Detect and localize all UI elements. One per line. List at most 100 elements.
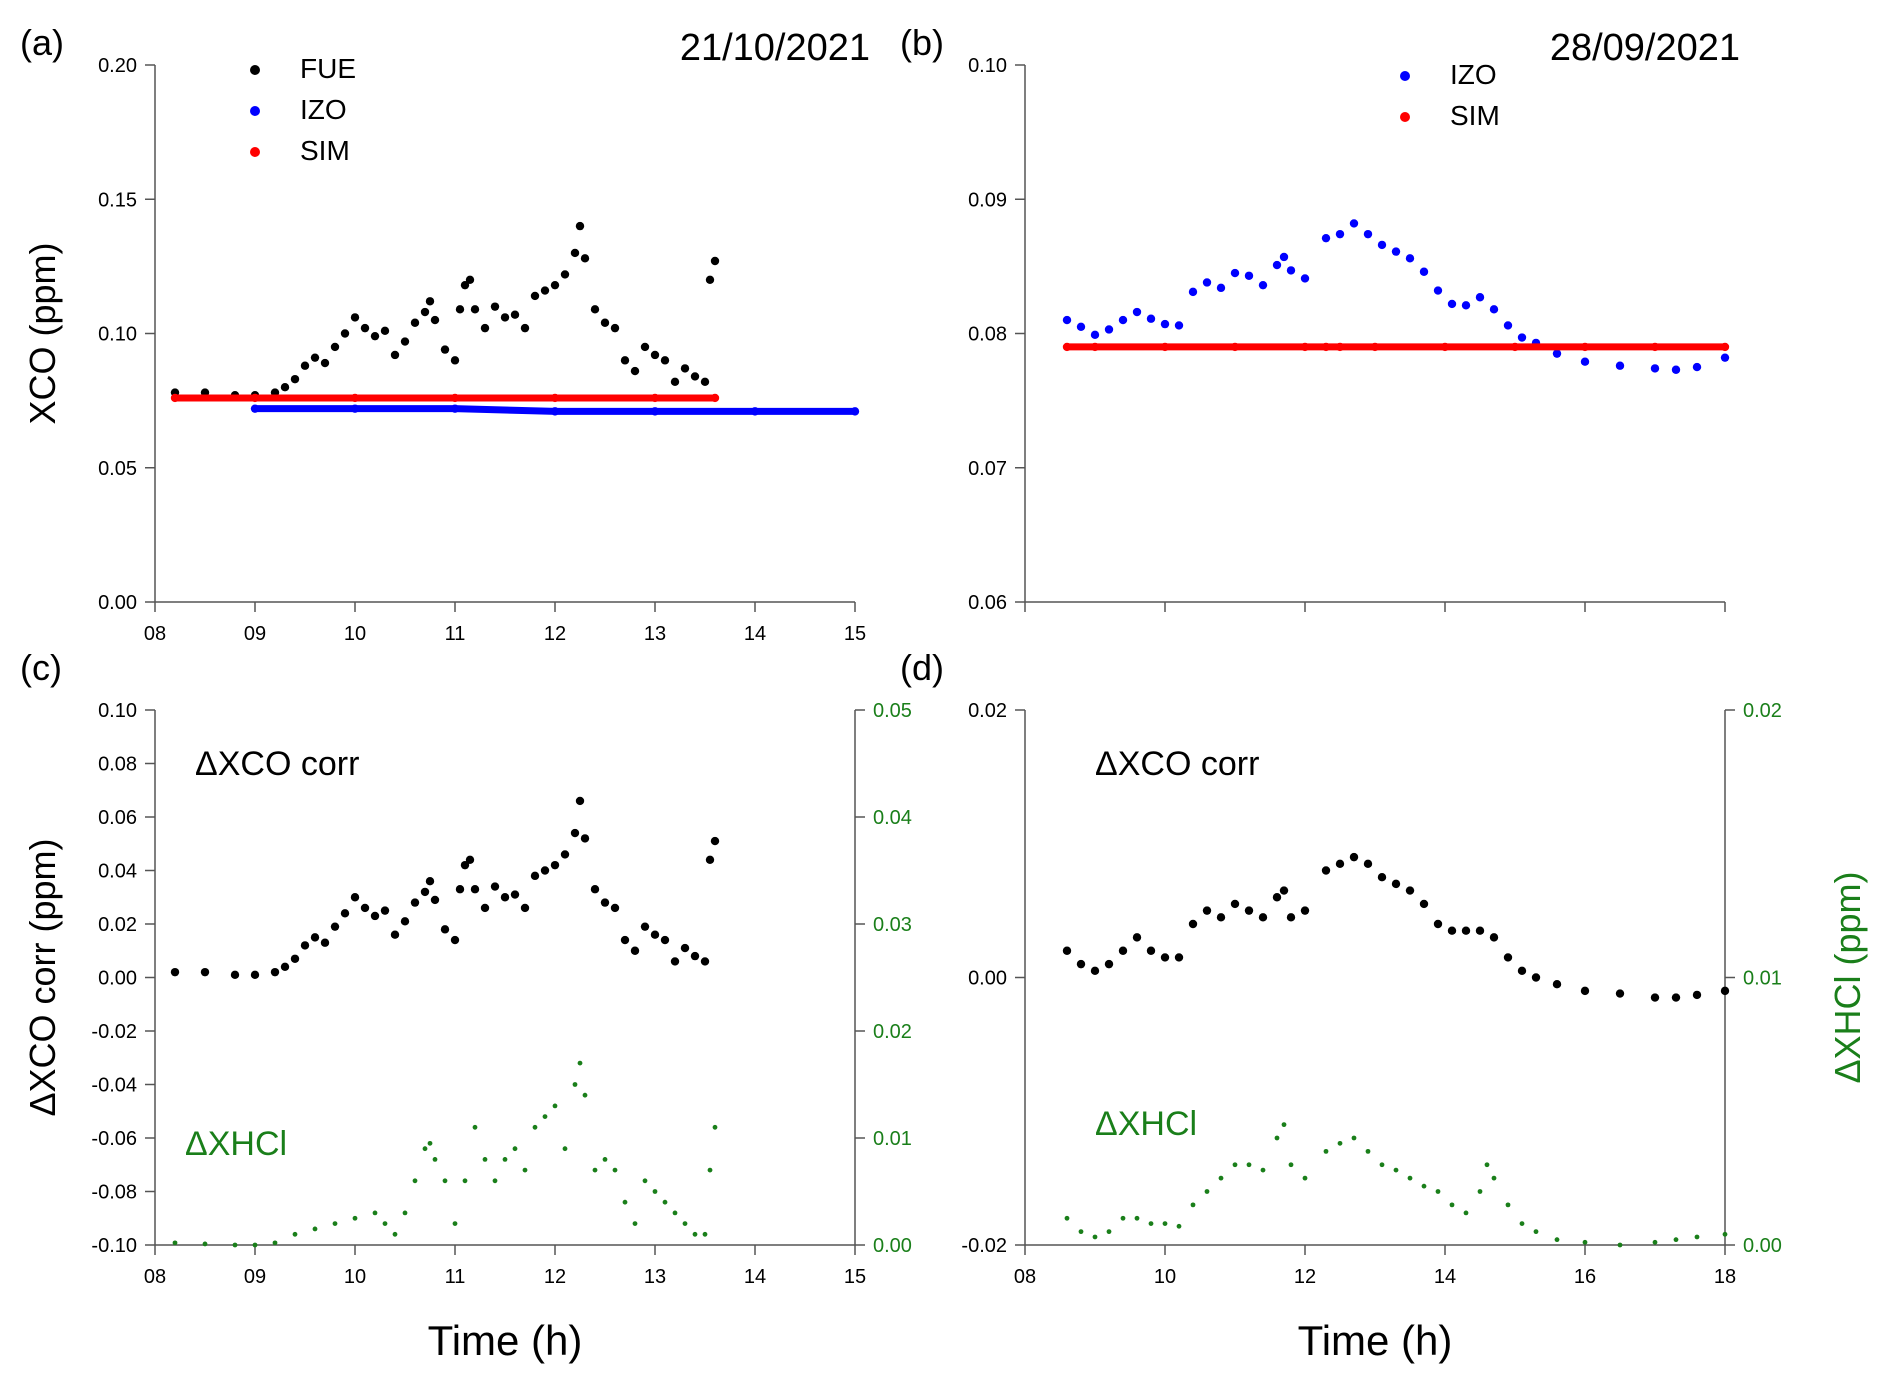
data-point [580,834,590,843]
data-point [442,1178,448,1184]
data-point [1517,333,1527,342]
data-point [370,911,380,921]
data-point [1484,1162,1490,1168]
data-point [490,302,500,311]
x-tick-label: 09 [244,623,266,645]
data-point [1692,990,1702,1000]
panel-a: (a) 21/10/2021 08 09 10 11 12 13 14 15 0.00 0.05 0.1… [20,22,870,645]
data-point [520,903,530,913]
y-right-tick-label: 0.04 [873,807,912,829]
data-point [392,1231,398,1237]
data-point [382,1221,388,1226]
data-point [1475,293,1485,302]
data-point [1321,233,1331,243]
data-point [510,310,520,319]
data-point [590,305,600,314]
data-point [480,903,490,913]
data-point [430,315,440,325]
legend-marker [1400,71,1410,81]
data-point [630,366,640,376]
data-point [1463,1210,1469,1216]
data-point [550,860,560,870]
data-point [602,1157,608,1162]
y-axis-right-title: ΔXHCl (ppm) [1827,871,1868,1083]
data-point [1244,906,1254,915]
legend-label: IZO [1450,59,1497,90]
data-point [400,917,410,926]
legend-marker [250,65,260,75]
data-point [1419,899,1429,909]
legend-marker [1400,112,1410,122]
data-point [172,1240,178,1246]
x-tick-label: 14 [1434,1266,1456,1288]
data-point [427,1140,433,1146]
data-point [1302,1175,1308,1181]
data-point [1489,933,1499,942]
data-point [1391,247,1401,256]
data-point [577,1060,583,1066]
data-point [450,935,460,945]
data-point [610,903,620,913]
data-point [290,374,300,384]
data-point [1230,899,1240,909]
data-point [680,943,690,953]
data-point [340,909,350,918]
data-point [250,970,260,980]
data-point [1216,913,1226,922]
y-tick-label: 0.08 [968,324,1007,346]
data-point [422,1146,428,1152]
data-point [1449,1202,1455,1208]
x-tick-label: 11 [445,1266,466,1288]
y-tick-label: 0.05 [98,458,137,480]
data-point [1405,886,1415,895]
data-point [692,1231,698,1237]
data-point [1519,1221,1525,1226]
data-point [572,1082,578,1087]
data-point [1335,229,1345,239]
data-point [670,377,680,387]
data-point [1104,959,1114,969]
data-point [420,887,430,897]
y-tick-label: -0.10 [91,1235,137,1257]
data-point [1160,319,1170,329]
x-tick-label: 15 [844,623,866,645]
data-point [340,329,350,338]
data-point [380,906,390,915]
data-point [462,1178,468,1184]
data-point [1300,274,1310,283]
data-point [522,1167,528,1173]
data-point [660,935,670,945]
y-tick-label: 0.09 [968,189,1007,211]
y-tick-label: 0.10 [98,700,137,722]
data-point [1580,357,1590,366]
data-point [1062,946,1072,955]
data-point [1433,286,1443,295]
y-axis-title: XCO (ppm) [22,242,63,424]
data-point [1673,1237,1679,1243]
x-tick-label: 08 [1014,1266,1036,1288]
y-tick-label: 0.02 [968,700,1007,722]
data-point [410,898,420,907]
data-point [1146,946,1156,955]
series-band [251,405,859,415]
x-tick-label: 08 [144,623,166,645]
data-point [270,967,280,977]
data-point [390,350,400,360]
data-point [1132,933,1142,942]
data-point [1244,271,1254,280]
y-tick-label: -0.04 [91,1075,137,1097]
data-point [440,345,450,354]
y-right-tick-label: 0.02 [1743,700,1782,722]
panel-label: (a) [20,22,64,63]
data-point [530,291,540,301]
data-point [332,1221,338,1226]
y-axis-title: ΔXCO corr (ppm) [22,838,63,1116]
y-tick-label: 0.00 [968,968,1007,990]
x-tick-label: 18 [1714,1266,1736,1288]
data-point [590,885,600,894]
data-point [1337,1140,1343,1146]
data-point [1090,330,1100,340]
data-point [1503,321,1513,330]
data-point [1552,979,1562,989]
data-point [542,1114,548,1119]
